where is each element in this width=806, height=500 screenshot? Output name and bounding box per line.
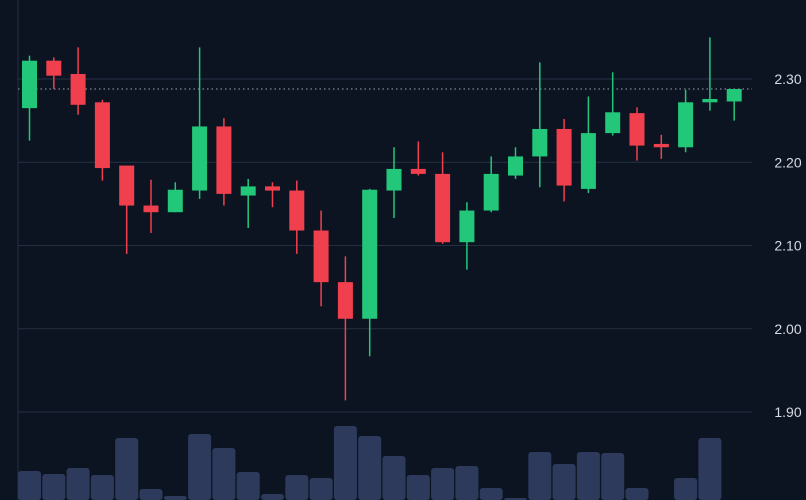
candle-body [337, 282, 353, 319]
candle-body [313, 230, 329, 283]
volume-bar [90, 475, 114, 500]
candle-down [556, 118, 572, 202]
candle-body [483, 173, 499, 211]
candle-body [119, 165, 135, 206]
candle-body [289, 190, 305, 231]
candle-down [119, 165, 135, 254]
candle-body [410, 168, 426, 174]
candle-up [702, 37, 718, 111]
candle-body [143, 205, 159, 213]
candle-up [483, 156, 499, 213]
volume-bar [261, 494, 284, 500]
volume-bar [115, 438, 139, 500]
candle-down [143, 179, 159, 234]
candle-body [508, 156, 523, 176]
candle-body [216, 126, 232, 194]
volume-bar [576, 452, 600, 500]
y-axis: 1.90 2.00 2.10 2.20 2.30 [774, 71, 801, 420]
candle-up [362, 188, 378, 357]
candle-body [386, 168, 402, 191]
candle-body [580, 133, 596, 189]
candle-up [605, 72, 621, 136]
candle-up [678, 89, 694, 153]
candle-up [167, 182, 183, 213]
volume-bar [382, 456, 406, 500]
volume-bar [625, 488, 649, 500]
candle-body [435, 173, 451, 243]
volume-bar [236, 472, 260, 500]
volume-bar [285, 475, 309, 500]
candle-down [337, 256, 353, 401]
volume-bar [163, 496, 187, 500]
volume-bar [528, 452, 552, 500]
volume-bar [333, 426, 357, 500]
volume-bar [552, 464, 576, 500]
candle-up [580, 96, 596, 194]
candle-down [70, 47, 86, 115]
candle-down [94, 99, 110, 181]
grid-lines [17, 0, 752, 500]
candle-body [459, 210, 475, 243]
volume-bars [18, 426, 722, 500]
volume-bar [309, 478, 333, 500]
volume-bar [698, 438, 722, 500]
candle-body [167, 189, 183, 213]
volume-bar [42, 474, 66, 500]
candle-down [46, 57, 62, 89]
volume-bar [139, 489, 163, 500]
candle-body [192, 126, 208, 191]
candle-up [240, 178, 256, 229]
volume-bar [66, 468, 90, 500]
candle-up [508, 147, 523, 179]
y-tick-label: 2.30 [774, 71, 801, 87]
candle-body [240, 186, 256, 196]
candle-up [192, 47, 208, 199]
candle-down [629, 107, 645, 161]
candle-body [94, 102, 110, 169]
candle-body [46, 60, 62, 76]
volume-bar [479, 488, 503, 500]
candle-body [22, 60, 37, 109]
candle-body [629, 113, 645, 146]
volume-bar [406, 475, 430, 500]
candle-up [726, 88, 742, 121]
candle-up [22, 55, 37, 141]
candle-down [289, 180, 305, 254]
candle-down [313, 210, 329, 307]
candle-body [265, 186, 280, 191]
candle-body [653, 143, 669, 148]
y-tick-label: 2.00 [774, 321, 801, 337]
y-tick-label: 2.20 [774, 154, 801, 170]
volume-bar [431, 468, 455, 500]
candle-down [410, 141, 426, 176]
candle-body [702, 98, 718, 103]
volume-bar [601, 453, 625, 500]
candle-down [265, 182, 280, 208]
candle-up [532, 62, 548, 188]
volume-bar [18, 471, 41, 500]
candle-up [459, 202, 475, 270]
candle-body [605, 112, 621, 134]
y-tick-label: 1.90 [774, 404, 801, 420]
candle-body [726, 88, 742, 102]
volume-bar [188, 434, 212, 500]
volume-bar [358, 436, 382, 500]
candle-down [435, 152, 451, 244]
candle-down [653, 134, 669, 159]
candle-body [556, 128, 572, 186]
candle-up [386, 147, 402, 219]
candle-body [678, 102, 694, 148]
candles [22, 37, 742, 401]
volume-bar [674, 478, 698, 500]
candle-down [216, 118, 232, 206]
y-tick-label: 2.10 [774, 238, 801, 254]
volume-bar [455, 466, 479, 500]
candle-body [362, 189, 378, 319]
candle-body [70, 74, 86, 105]
candle-body [532, 128, 548, 157]
volume-bar [212, 448, 236, 500]
